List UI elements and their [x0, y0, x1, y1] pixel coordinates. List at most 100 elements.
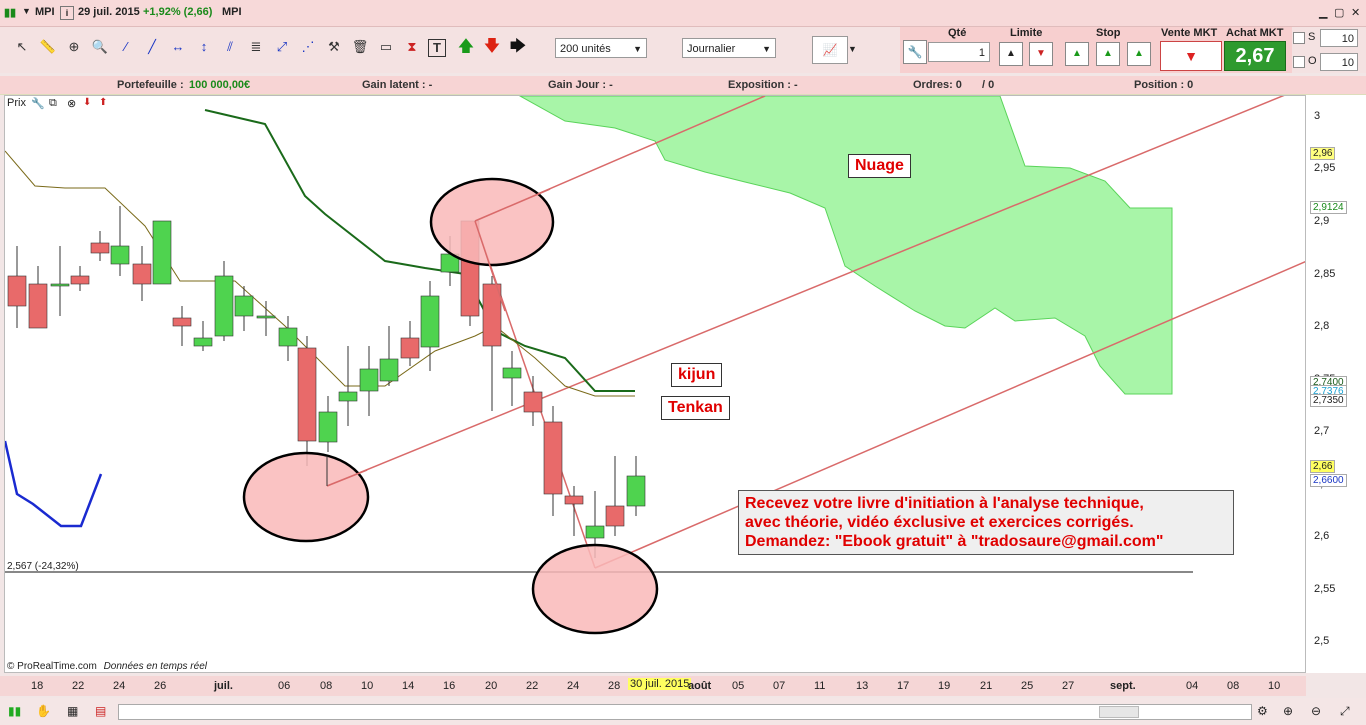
- zoom-in-icon[interactable]: ⊕: [1283, 704, 1294, 718]
- tenkan-annotation[interactable]: Tenkan: [661, 396, 730, 420]
- fibonacci-icon[interactable]: ≣: [250, 39, 262, 54]
- position[interactable]: Position : 0: [1134, 79, 1194, 91]
- tenkan-line: [5, 150, 635, 397]
- portfolio-label: Portefeuille :: [117, 79, 184, 91]
- y-tick: 2,85: [1314, 268, 1336, 280]
- x-tick: 10: [361, 680, 374, 692]
- kijun-annotation[interactable]: kijun: [671, 363, 723, 387]
- x-tick: 06: [278, 680, 291, 692]
- tag-2-66: 2,66: [1310, 460, 1336, 473]
- horizontal-line-icon[interactable]: ↔: [171, 39, 185, 54]
- trash-icon[interactable]: 🗑: [351, 39, 369, 54]
- x-tick: 22: [526, 680, 539, 692]
- sell-mkt-button[interactable]: ▼: [1160, 41, 1222, 71]
- y-tick: 2,5: [1314, 635, 1330, 647]
- fit-icon[interactable]: ⤢: [1340, 704, 1350, 718]
- triangle-icon[interactable]: ⧗: [407, 39, 417, 54]
- x-tick: 20: [485, 680, 498, 692]
- bull-candle: [379, 358, 399, 382]
- right-arrow-icon[interactable]: 🡆: [509, 38, 527, 55]
- line-icon[interactable]: ⁄: [124, 39, 128, 54]
- wrench-icon[interactable]: 🔧: [903, 40, 927, 64]
- o-input[interactable]: 10: [1320, 53, 1358, 71]
- sell-mkt-label: Vente MKT: [1161, 27, 1218, 39]
- buy-mkt-label: Achat MKT: [1226, 27, 1284, 39]
- rectangle-icon[interactable]: ▭: [379, 39, 393, 54]
- text-icon[interactable]: T: [428, 39, 446, 57]
- close-icon[interactable]: ✕: [1351, 7, 1361, 19]
- hand-icon[interactable]: ✋: [36, 704, 51, 718]
- bear-candle: [7, 275, 27, 307]
- bottom-toolbar: ▮▮ ✋ ▦ ▤ ⚙ ⊕ ⊖ ⤢: [0, 698, 1366, 725]
- channel-icon[interactable]: ⤢: [276, 39, 288, 54]
- close-panel-icon[interactable]: ⊗: [67, 98, 77, 110]
- price-axis[interactable]: 3 2,95 2,9 2,85 2,8 2,75 2,7 2,65 2,6 2,…: [1306, 95, 1366, 673]
- minimize-icon[interactable]: ▁: [1319, 7, 1328, 19]
- o-checkbox[interactable]: [1293, 56, 1305, 68]
- promo-line-2: avec théorie, vidéo éxclusive et exercic…: [745, 514, 1134, 531]
- horizontal-scrollbar[interactable]: [118, 704, 1252, 720]
- stop-buy-button[interactable]: ▲: [1065, 42, 1089, 66]
- quantity-select[interactable]: 200 unités ▼: [555, 38, 647, 58]
- ordres[interactable]: Ordres: 0: [913, 79, 962, 91]
- chart-type-icon[interactable]: ▮▮: [8, 704, 22, 718]
- limit-sell-button[interactable]: ▼: [1029, 42, 1053, 66]
- vertical-line-icon[interactable]: ↕: [200, 39, 208, 54]
- period-select[interactable]: Journalier ▼: [682, 38, 776, 58]
- zoom-icon[interactable]: 🔍: [91, 39, 109, 54]
- bull-candle: [214, 275, 234, 337]
- zoom-out-icon[interactable]: ⊖: [1311, 704, 1322, 718]
- price-chart[interactable]: Prix 🔧 ⧉ ⊗ ⬇ ⬆ 2,567 (-24,32%) © ProReal…: [4, 95, 1306, 673]
- x-tick: 14: [402, 680, 415, 692]
- x-tick: 19: [938, 680, 951, 692]
- move-up-icon[interactable]: ⬆: [99, 97, 108, 108]
- grid-icon[interactable]: ▦: [67, 704, 79, 718]
- layers-icon[interactable]: ▤: [95, 704, 107, 718]
- stop-sell-button[interactable]: ▲: [1127, 42, 1151, 66]
- quantity-select-value: 200 unités: [560, 43, 611, 55]
- dropdown-icon[interactable]: ▼: [22, 6, 31, 16]
- maximize-icon[interactable]: ▢: [1334, 7, 1345, 19]
- channel-lower-overlay: [326, 469, 368, 487]
- window-icon[interactable]: ⧉: [49, 97, 57, 109]
- bull-candle: [256, 315, 276, 319]
- nuage-annotation[interactable]: Nuage: [848, 154, 911, 178]
- crosshair-icon[interactable]: ⊕: [68, 39, 80, 54]
- bull-candle: [193, 337, 213, 347]
- trend-line-icon[interactable]: ╱: [148, 39, 156, 54]
- x-tick: 11: [814, 680, 826, 692]
- title-symbol[interactable]: MPI: [35, 6, 55, 18]
- info-icon[interactable]: i: [60, 6, 74, 20]
- move-down-icon[interactable]: ⬇: [83, 97, 92, 108]
- x-tick: août: [688, 680, 712, 692]
- x-tick: 25: [1021, 680, 1034, 692]
- up-arrow-icon[interactable]: 🡅: [457, 38, 475, 55]
- s-input[interactable]: 10: [1320, 29, 1358, 47]
- indicators-icon[interactable]: 📈: [812, 36, 848, 64]
- bull-candle: [420, 295, 440, 348]
- credit: © ProRealTime.com Données en temps réel: [7, 661, 207, 672]
- portfolio-value: 100 000,00€: [189, 79, 251, 91]
- wrench-icon[interactable]: 🔧: [31, 98, 45, 110]
- promo-line-1: Recevez votre livre d'initiation à l'ana…: [745, 495, 1144, 512]
- time-axis[interactable]: 18 22 24 26 juil. 06 08 10 14 16 20 22 24 28 30 juil. …: [0, 676, 1306, 696]
- scrollbar-thumb[interactable]: [1099, 706, 1139, 718]
- parallel-lines-icon[interactable]: ⫽: [227, 39, 233, 54]
- chevron-down-icon[interactable]: ▼: [848, 44, 857, 54]
- bull-candle: [318, 411, 338, 443]
- stop-label: Stop: [1096, 27, 1121, 39]
- limit-buy-button[interactable]: ▲: [999, 42, 1023, 66]
- buy-mkt-button[interactable]: 2,67: [1224, 41, 1286, 71]
- channel-bottom-line: [594, 261, 1305, 569]
- s-checkbox[interactable]: [1293, 32, 1305, 44]
- ruler-icon[interactable]: 📏: [39, 39, 57, 54]
- down-arrow-icon[interactable]: 🡇: [483, 38, 501, 55]
- promo-box[interactable]: Recevez votre livre d'initiation à l'ana…: [738, 490, 1234, 555]
- cursor-icon[interactable]: ↖: [16, 39, 28, 54]
- limit-label: Limite: [1010, 27, 1043, 39]
- stop-mid-button[interactable]: ▲: [1096, 42, 1120, 66]
- tools-icon[interactable]: ⚒: [328, 39, 340, 54]
- settings-icon[interactable]: ⚙: [1257, 704, 1268, 718]
- fan-icon[interactable]: ⋰: [301, 39, 315, 54]
- qty-input[interactable]: 1: [928, 42, 990, 62]
